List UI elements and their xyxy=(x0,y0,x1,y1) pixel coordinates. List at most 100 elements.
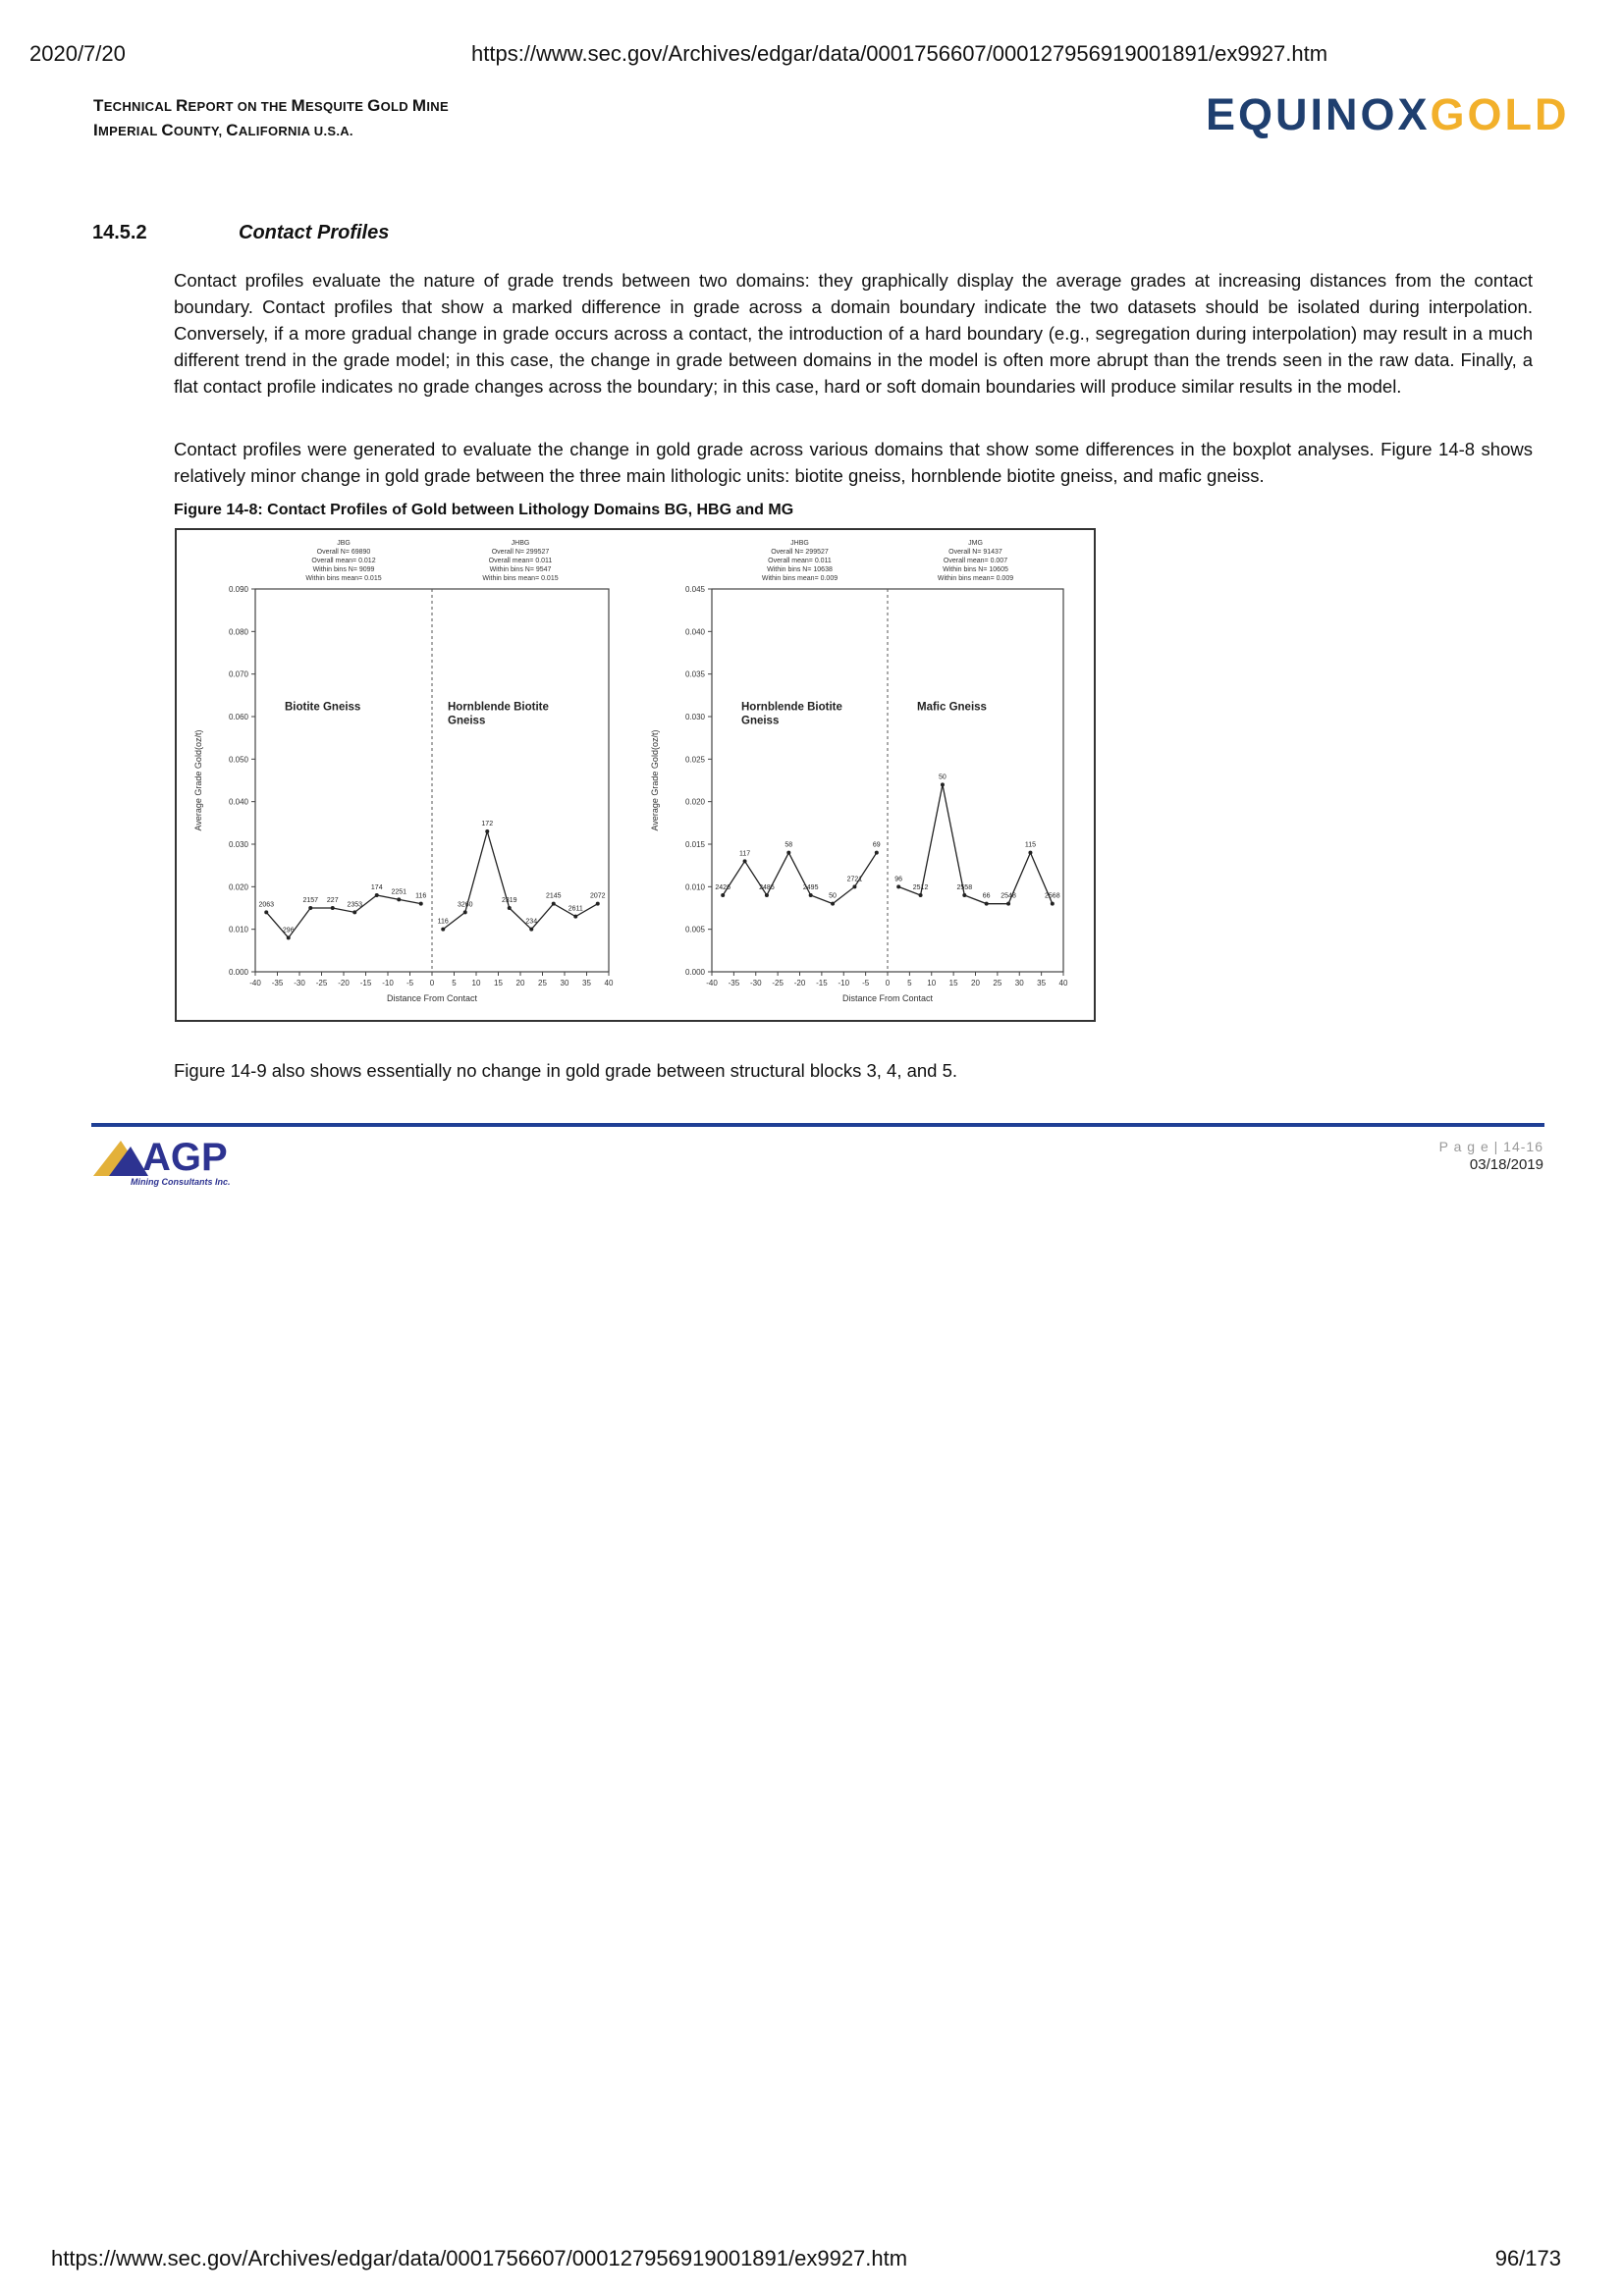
chart1-data-label: 172 xyxy=(481,821,493,828)
chart1-data-point xyxy=(330,906,335,910)
chart1-x-tick-label: 15 xyxy=(494,979,503,988)
chart1-x-tick-label: -15 xyxy=(360,979,372,988)
chart2-y-tick-label: 0.045 xyxy=(685,585,706,594)
chart2-x-tick-label: -40 xyxy=(706,979,718,988)
chart1-left-stats-line: Overall N= 69890 xyxy=(317,549,371,556)
chart1-data-point xyxy=(264,910,269,915)
chart1-x-tick-label: 0 xyxy=(430,979,435,988)
chart1-data-point xyxy=(374,893,379,897)
chart2-left-stats-line: Within bins mean= 0.009 xyxy=(762,575,838,582)
paragraph-figure-14-9: Figure 14-9 also shows essentially no ch… xyxy=(174,1060,958,1081)
chart2-right-stats-line: Overall N= 91437 xyxy=(948,549,1002,556)
chart1-right-stats-line: Overall mean= 0.011 xyxy=(489,558,553,564)
document-date: 03/18/2019 xyxy=(1469,1156,1543,1173)
chart1-data-point xyxy=(352,910,357,915)
chart2-x-tick-label: -15 xyxy=(816,979,828,988)
chart2-data-label: 2548 xyxy=(1001,893,1016,900)
chart1-y-tick-label: 0.080 xyxy=(229,627,249,636)
chart2-x-tick-label: 10 xyxy=(927,979,936,988)
chart2-series-line-left xyxy=(722,851,878,905)
chart1-data-label: 234 xyxy=(525,919,537,926)
chart2-data-point xyxy=(918,893,923,897)
chart2-series-line-right xyxy=(897,784,1054,905)
chart1-data-point xyxy=(286,935,291,940)
chart2-data-label: 2721 xyxy=(847,876,863,882)
chart1-data-label: 2072 xyxy=(590,893,606,900)
chart1-left-stats-line: Within bins N= 9099 xyxy=(313,566,375,573)
chart2-data-point xyxy=(808,893,813,897)
chart1-data-point xyxy=(573,914,578,919)
chart2-right-stats-line: JMG xyxy=(968,540,983,547)
chart2-left-domain-label: Gneiss xyxy=(741,716,779,727)
chart1-data-point xyxy=(529,927,534,932)
chart2-left-stats-line: Overall N= 299527 xyxy=(771,549,829,556)
chart1-x-tick-label: 40 xyxy=(605,979,614,988)
chart1-y-tick-label: 0.070 xyxy=(229,670,249,679)
chart2-data-label: 117 xyxy=(739,850,750,857)
chart1-data-label: 296 xyxy=(283,927,295,934)
chart1-x-tick-label: -40 xyxy=(249,979,261,988)
chart2-y-tick-label: 0.020 xyxy=(685,798,706,807)
chart2-x-tick-label: 40 xyxy=(1059,979,1068,988)
chart1-data-label: 2145 xyxy=(546,893,562,900)
chart2-data-point xyxy=(786,850,791,855)
chart2-x-tick-label: -25 xyxy=(772,979,784,988)
chart1-data-point xyxy=(397,897,402,902)
chart1-y-tick-label: 0.040 xyxy=(229,798,249,807)
chart1-left-stats-line: JBG xyxy=(337,540,351,547)
chart2-data-point xyxy=(764,893,769,897)
chart1-series-line-left xyxy=(265,894,421,939)
chart2-right-stats-line: Within bins mean= 0.009 xyxy=(938,575,1013,582)
page-label: P a g e | 14-16 xyxy=(1438,1139,1543,1154)
chart2-data-point xyxy=(721,893,726,897)
agp-logo-text: AGP xyxy=(142,1136,228,1179)
chart1-right-stats-line: Overall N= 299527 xyxy=(492,549,550,556)
chart2-data-label: 69 xyxy=(873,842,881,849)
chart1-x-tick-label: -20 xyxy=(338,979,350,988)
print-url[interactable]: https://www.sec.gov/Archives/edgar/data/… xyxy=(471,41,1328,66)
chart1-right-domain-label: Hornblende Biotite xyxy=(448,702,549,714)
chart2-data-label: 115 xyxy=(1025,842,1036,849)
chart2-data-label: 2495 xyxy=(803,884,819,891)
chart1-y-tick-label: 0.010 xyxy=(229,926,249,934)
agp-logo: AGP Mining Consultants Inc. xyxy=(91,1129,268,1188)
chart2-x-axis-label: Distance From Contact xyxy=(842,993,934,1003)
chart1-series-line-right xyxy=(442,828,599,931)
chart1-y-tick-label: 0.090 xyxy=(229,585,249,594)
chart1-right-domain-label: Gneiss xyxy=(448,716,485,727)
chart1-right-stats-line: Within bins mean= 0.015 xyxy=(482,575,558,582)
chart2-right-stats-line: Overall mean= 0.007 xyxy=(944,558,1007,564)
chart1-x-tick-label: 20 xyxy=(516,979,525,988)
chart1-x-tick-label: 5 xyxy=(452,979,457,988)
chart1-y-tick-label: 0.050 xyxy=(229,755,249,764)
chart1-data-label: 2319 xyxy=(502,897,517,904)
chart2-data-label: 2568 xyxy=(1045,893,1060,900)
chart2-data-point xyxy=(852,884,857,889)
chart2-data-label: 2512 xyxy=(913,884,929,891)
chart1-data-point xyxy=(507,906,512,910)
chart1-x-tick-label: -5 xyxy=(406,979,414,988)
footer-url[interactable]: https://www.sec.gov/Archives/edgar/data/… xyxy=(51,2246,908,2270)
chart2-data-label: 50 xyxy=(939,774,947,780)
agp-logo-subtext: Mining Consultants Inc. xyxy=(131,1177,231,1187)
chart2-data-label: 96 xyxy=(894,876,902,882)
chart1-x-tick-label: 30 xyxy=(561,979,569,988)
paragraph-contact-profiles-intro: Contact profiles evaluate the nature of … xyxy=(174,270,1533,397)
chart2-data-point xyxy=(1050,901,1055,906)
paragraph-contact-profiles-generated: Contact profiles were generated to evalu… xyxy=(174,439,1533,486)
chart2-data-label: 2426 xyxy=(715,884,730,891)
chart2-data-point xyxy=(831,901,836,906)
chart2-data-point xyxy=(1006,901,1011,906)
chart1-data-point xyxy=(441,927,446,932)
chart1-x-tick-label: -25 xyxy=(316,979,328,988)
chart1-x-tick-label: 25 xyxy=(538,979,547,988)
chart2-y-tick-label: 0.030 xyxy=(685,713,706,721)
chart2-y-tick-label: 0.000 xyxy=(685,968,706,977)
chart1-right-stats-line: Within bins N= 9547 xyxy=(490,566,552,573)
chart1-data-point xyxy=(418,901,423,906)
chart1-data-label: 2611 xyxy=(568,906,583,913)
chart1-data-label: 174 xyxy=(371,884,383,891)
chart2-x-tick-label: 0 xyxy=(886,979,891,988)
chart2-x-tick-label: 30 xyxy=(1015,979,1024,988)
chart2-data-label: 2558 xyxy=(957,884,973,891)
